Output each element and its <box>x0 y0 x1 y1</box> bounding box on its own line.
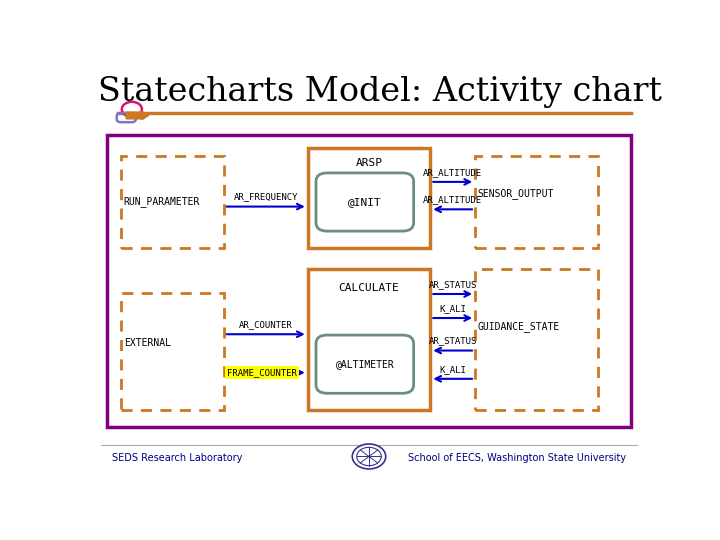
Text: AR_FREQUENCY: AR_FREQUENCY <box>233 192 298 201</box>
Bar <box>475 268 598 410</box>
Text: K_ALI: K_ALI <box>439 365 466 374</box>
Text: FRAME_COUNTER: FRAME_COUNTER <box>227 368 297 377</box>
Text: AR_ALTITUDE: AR_ALTITUDE <box>423 195 482 204</box>
Circle shape <box>352 444 386 469</box>
Text: School of EECS, Washington State University: School of EECS, Washington State Univers… <box>408 453 626 463</box>
Text: AR_STATUS: AR_STATUS <box>428 280 477 289</box>
Text: Statecharts Model: Activity chart: Statecharts Model: Activity chart <box>98 76 662 108</box>
Text: CALCULATE: CALCULATE <box>338 283 400 293</box>
Circle shape <box>356 447 382 465</box>
Text: ARSP: ARSP <box>356 158 382 168</box>
Text: SEDS Research Laboratory: SEDS Research Laboratory <box>112 453 243 463</box>
Bar <box>307 268 431 410</box>
Bar <box>121 156 224 248</box>
FancyArrow shape <box>126 111 148 120</box>
Text: @ALTIMETER: @ALTIMETER <box>336 359 394 369</box>
Bar <box>307 148 431 248</box>
Text: GUIDANCE_STATE: GUIDANCE_STATE <box>478 321 560 332</box>
Text: EXTERNAL: EXTERNAL <box>125 339 171 348</box>
Bar <box>475 156 598 248</box>
Text: RUN_PARAMETER: RUN_PARAMETER <box>124 197 200 207</box>
Text: AR_ALTITUDE: AR_ALTITUDE <box>423 168 482 177</box>
Text: SENSOR_OUTPUT: SENSOR_OUTPUT <box>478 188 554 199</box>
Bar <box>121 293 224 410</box>
Bar <box>107 136 631 427</box>
Text: AR_STATUS: AR_STATUS <box>428 336 477 346</box>
Text: K_ALI: K_ALI <box>439 304 466 313</box>
Text: @INIT: @INIT <box>348 197 382 207</box>
Text: AR_COUNTER: AR_COUNTER <box>239 320 292 329</box>
